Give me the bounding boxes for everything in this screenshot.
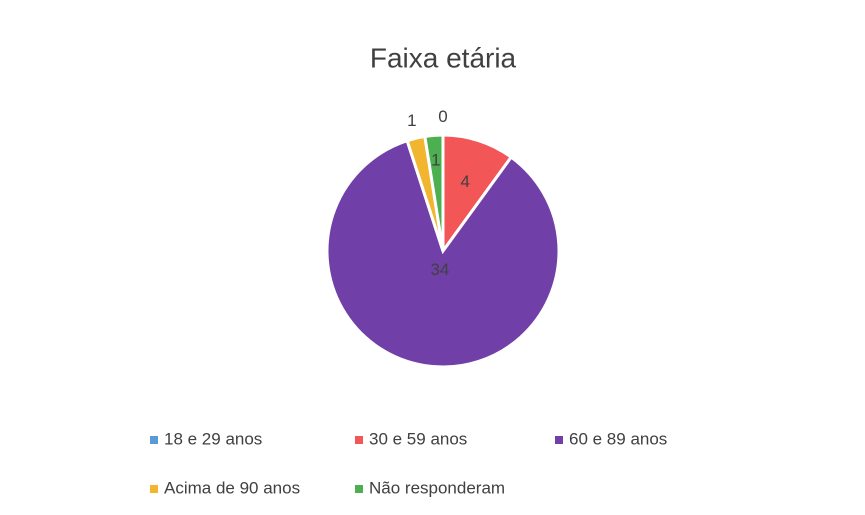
chart-title: Faixa etária [370, 42, 517, 73]
legend-marker [150, 436, 158, 444]
data-label: 1 [431, 150, 440, 169]
legend-label: Não responderam [369, 478, 505, 497]
legend-label: 18 e 29 anos [164, 429, 262, 448]
legend-marker [355, 485, 363, 493]
pie-slice [423, 133, 445, 252]
legend-marker [150, 485, 158, 493]
legend-marker [555, 436, 563, 444]
legend-marker [355, 436, 363, 444]
pie-slice [325, 138, 561, 369]
data-label: 0 [438, 107, 447, 126]
data-label: 4 [460, 172, 469, 191]
legend-label: 60 e 89 anos [569, 429, 667, 448]
data-label: 34 [430, 260, 449, 279]
data-label: 1 [407, 111, 416, 130]
legend-label: 30 e 59 anos [369, 429, 467, 448]
legend-label: Acima de 90 anos [164, 478, 300, 497]
